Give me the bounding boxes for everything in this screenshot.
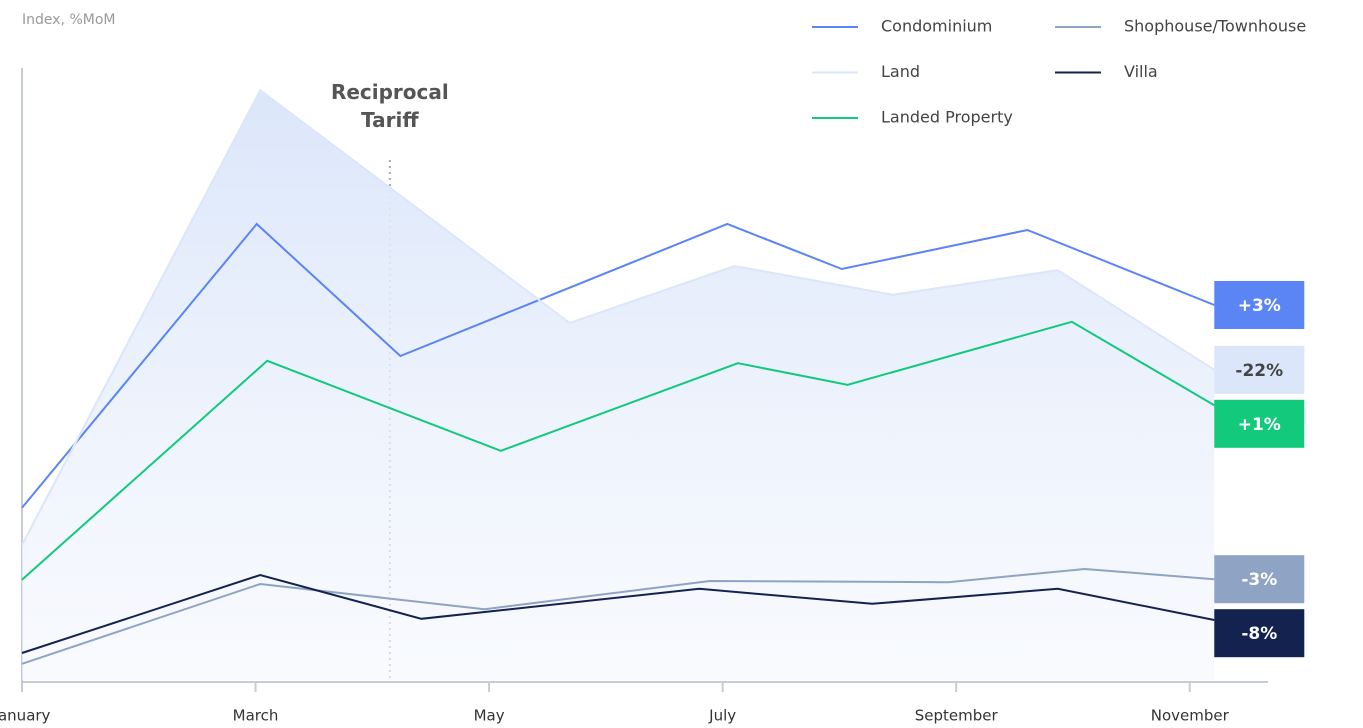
end-badge xyxy=(1214,609,1305,658)
line xyxy=(21,320,1215,581)
y-axis-label: Index, %MoM xyxy=(22,12,115,28)
x-tick-label: January xyxy=(0,707,51,725)
end-badge-label: -8% xyxy=(1241,624,1277,644)
legend-label: Condominium xyxy=(881,17,992,36)
end-badge-label: -22% xyxy=(1235,361,1283,381)
line xyxy=(21,222,1215,509)
end-badge xyxy=(1214,555,1305,604)
line xyxy=(21,573,1215,654)
end-badge xyxy=(1214,399,1305,448)
end-badge-label: +3% xyxy=(1238,296,1281,316)
x-tick-label: March xyxy=(233,707,279,725)
legend-label: Shophouse/Townhouse xyxy=(1124,17,1306,36)
legend-label: Land xyxy=(881,62,920,81)
legend-label: Landed Property xyxy=(881,108,1013,127)
area xyxy=(22,90,1215,680)
x-tick-label: November xyxy=(1151,707,1230,725)
x-tick-label: July xyxy=(708,707,736,725)
x-tick-label: May xyxy=(474,707,505,725)
line xyxy=(21,567,1215,665)
end-badge-label: +1% xyxy=(1238,415,1281,435)
end-badge xyxy=(1214,281,1305,329)
line xyxy=(21,88,1215,546)
annotation: Reciprocal Tariff xyxy=(330,80,449,132)
legend-label: Villa xyxy=(1124,62,1158,81)
end-badge-label: -3% xyxy=(1241,570,1277,590)
end-badge xyxy=(1214,345,1305,394)
x-tick-label: September xyxy=(915,707,999,725)
